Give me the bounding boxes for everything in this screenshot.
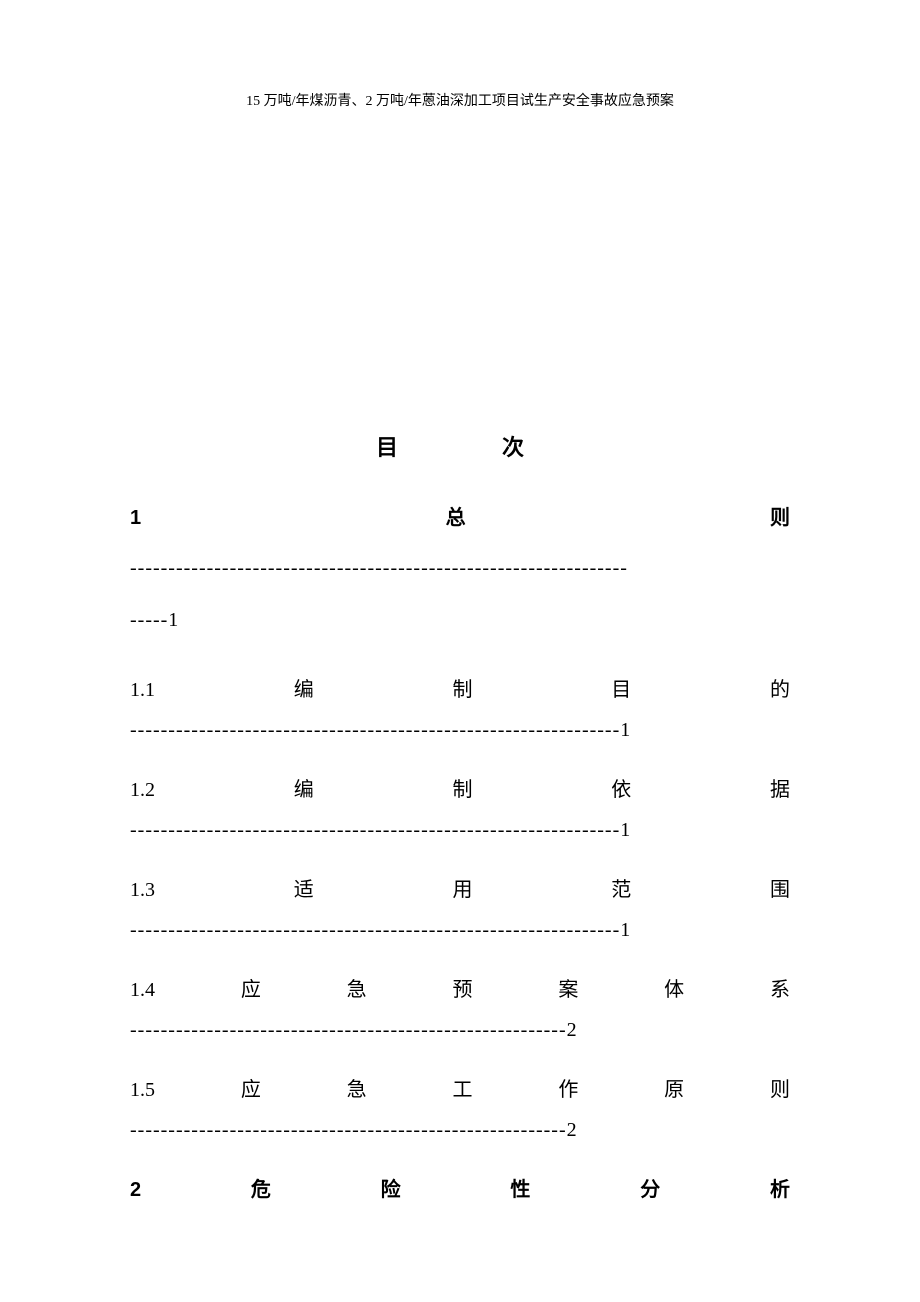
toc-char: 围 bbox=[770, 874, 790, 906]
toc-char: 的 bbox=[770, 674, 790, 706]
toc-char: 急 bbox=[347, 1074, 367, 1106]
toc-entry-text: 1.2 编 制 依 据 bbox=[130, 774, 790, 806]
toc-entry-text: 1.3 适 用 范 围 bbox=[130, 874, 790, 906]
toc-char: 急 bbox=[347, 974, 367, 1006]
toc-char: 分 bbox=[640, 1174, 660, 1206]
toc-char: 原 bbox=[664, 1074, 684, 1106]
toc-number: 1 bbox=[130, 502, 141, 534]
toc-char: 应 bbox=[241, 974, 261, 1006]
toc-char: 总 bbox=[446, 502, 466, 534]
toc-dashes: ----------------------------------------… bbox=[130, 542, 790, 646]
toc-entry: 1.1 编 制 目 的 ---------------------------------… bbox=[130, 674, 790, 746]
toc-char: 则 bbox=[770, 502, 790, 534]
toc-entry: 1.4 应 急 预 案 体 系 -------------------------------… bbox=[130, 974, 790, 1046]
toc-char: 应 bbox=[241, 1074, 261, 1106]
toc-char: 险 bbox=[381, 1174, 401, 1206]
toc-char: 编 bbox=[294, 774, 314, 806]
toc-char: 制 bbox=[453, 774, 473, 806]
toc-title: 目 次 bbox=[130, 430, 790, 462]
toc-number: 1.4 bbox=[130, 974, 155, 1006]
toc-entry: 1.5 应 急 工 作 原 则 -------------------------------… bbox=[130, 1074, 790, 1146]
toc-entry-text: 1.5 应 急 工 作 原 则 bbox=[130, 1074, 790, 1106]
toc-dashes: ----------------------------------------… bbox=[130, 814, 790, 846]
toc-number: 1.2 bbox=[130, 774, 155, 806]
toc-char: 范 bbox=[611, 874, 631, 906]
toc-number: 2 bbox=[130, 1174, 141, 1206]
toc-char: 危 bbox=[251, 1174, 271, 1206]
toc-char: 体 bbox=[664, 974, 684, 1006]
toc-number: 1.3 bbox=[130, 874, 155, 906]
toc-container: 1总则-------------------------------------… bbox=[130, 502, 790, 1206]
toc-entry-text: 2 危 险 性 分 析 bbox=[130, 1174, 790, 1206]
toc-char: 系 bbox=[770, 974, 790, 1006]
toc-char: 目 bbox=[611, 674, 631, 706]
toc-dashes: ----------------------------------------… bbox=[130, 1014, 790, 1046]
page-header: 15 万吨/年煤沥青、2 万吨/年蒽油深加工项目试生产安全事故应急预案 bbox=[130, 90, 790, 110]
toc-char: 编 bbox=[294, 674, 314, 706]
toc-char: 用 bbox=[453, 874, 473, 906]
toc-number: 1.1 bbox=[130, 674, 155, 706]
toc-char: 作 bbox=[558, 1074, 578, 1106]
toc-char: 制 bbox=[453, 674, 473, 706]
toc-entry-text: 1 总 则 bbox=[130, 502, 790, 534]
toc-char: 案 bbox=[558, 974, 578, 1006]
toc-entry-text: 1.1 编 制 目 的 bbox=[130, 674, 790, 706]
toc-entry: 1 总 则 -------------------------------------… bbox=[130, 502, 790, 646]
toc-entry: 1.3 适 用 范 围 ---------------------------------… bbox=[130, 874, 790, 946]
toc-char: 依 bbox=[611, 774, 631, 806]
toc-dashes: ----------------------------------------… bbox=[130, 914, 790, 946]
toc-char: 则 bbox=[770, 1074, 790, 1106]
toc-dashes: ----------------------------------------… bbox=[130, 714, 790, 746]
toc-dashes: ----------------------------------------… bbox=[130, 1114, 790, 1146]
toc-entry: 1.2 编 制 依 据 ---------------------------------… bbox=[130, 774, 790, 846]
toc-char: 性 bbox=[510, 1174, 530, 1206]
toc-char: 工 bbox=[452, 1074, 472, 1106]
toc-number: 1.5 bbox=[130, 1074, 155, 1106]
toc-char: 析 bbox=[770, 1174, 790, 1206]
toc-char: 预 bbox=[452, 974, 472, 1006]
toc-char: 据 bbox=[770, 774, 790, 806]
toc-entry: 2 危 险 性 分 析 bbox=[130, 1174, 790, 1206]
toc-entry-text: 1.4 应 急 预 案 体 系 bbox=[130, 974, 790, 1006]
toc-char: 适 bbox=[294, 874, 314, 906]
